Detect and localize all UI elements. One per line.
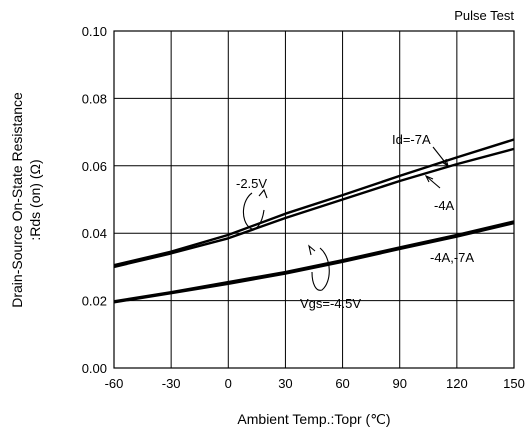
plot-frame: [113, 30, 515, 369]
y-tick-label: 0.04: [82, 226, 107, 241]
annotation-id-7a: Id=-7A: [392, 132, 431, 147]
series-line-4: [113, 221, 515, 304]
id-4a-leader: [425, 175, 441, 189]
annotation-shapes: [242, 146, 449, 291]
vgs-45-loop: [311, 247, 330, 291]
x-tick-label: 0: [225, 376, 232, 391]
vgs-25-loop: [242, 192, 265, 230]
vgs-25-loop-arrow: [258, 188, 268, 199]
chart-subtitle: Pulse Test: [454, 8, 514, 23]
id-7a-arrow: [441, 158, 449, 168]
annotation-id-4a: -4A: [434, 198, 455, 213]
annotation-vgs-45: Vgs=-4.5V: [300, 296, 361, 311]
y-axis-label-line2: :Rds (on) (Ω): [27, 159, 43, 240]
x-tick-label: 60: [335, 376, 349, 391]
y-tick-label: 0.00: [82, 361, 107, 376]
series-line-1: [113, 138, 515, 267]
id-7a-leader: [432, 146, 449, 167]
y-tick-label: 0.06: [82, 159, 107, 174]
annotation-id-4a7a: -4A,-7A: [430, 250, 474, 265]
vgs-45-loop-arrow: [308, 244, 316, 256]
y-axis-label-line1: Drain-Source On-State Resistance: [9, 92, 25, 308]
id-4a-arrow: [424, 174, 434, 183]
y-tick-label: 0.02: [82, 294, 107, 309]
y-tick-label: 0.10: [82, 24, 107, 39]
y-tick-label: 0.08: [82, 91, 107, 106]
x-axis-label: Ambient Temp.:Topr (℃): [237, 411, 390, 427]
series-lines: [113, 138, 515, 304]
x-tick-label: -60: [105, 376, 124, 391]
x-tick-labels: -60 -30 0 30 60 90 120 150: [105, 376, 525, 391]
x-tick-label: 120: [446, 376, 468, 391]
y-tick-labels: 0.00 0.02 0.04 0.06 0.08 0.10: [82, 24, 107, 376]
x-tick-label: 150: [503, 376, 525, 391]
x-tick-label: -30: [162, 376, 181, 391]
x-tick-label: 30: [278, 376, 292, 391]
series-line-2: [113, 147, 515, 269]
x-tick-label: 90: [392, 376, 406, 391]
annotation-vgs-25: -2.5V: [236, 176, 267, 191]
